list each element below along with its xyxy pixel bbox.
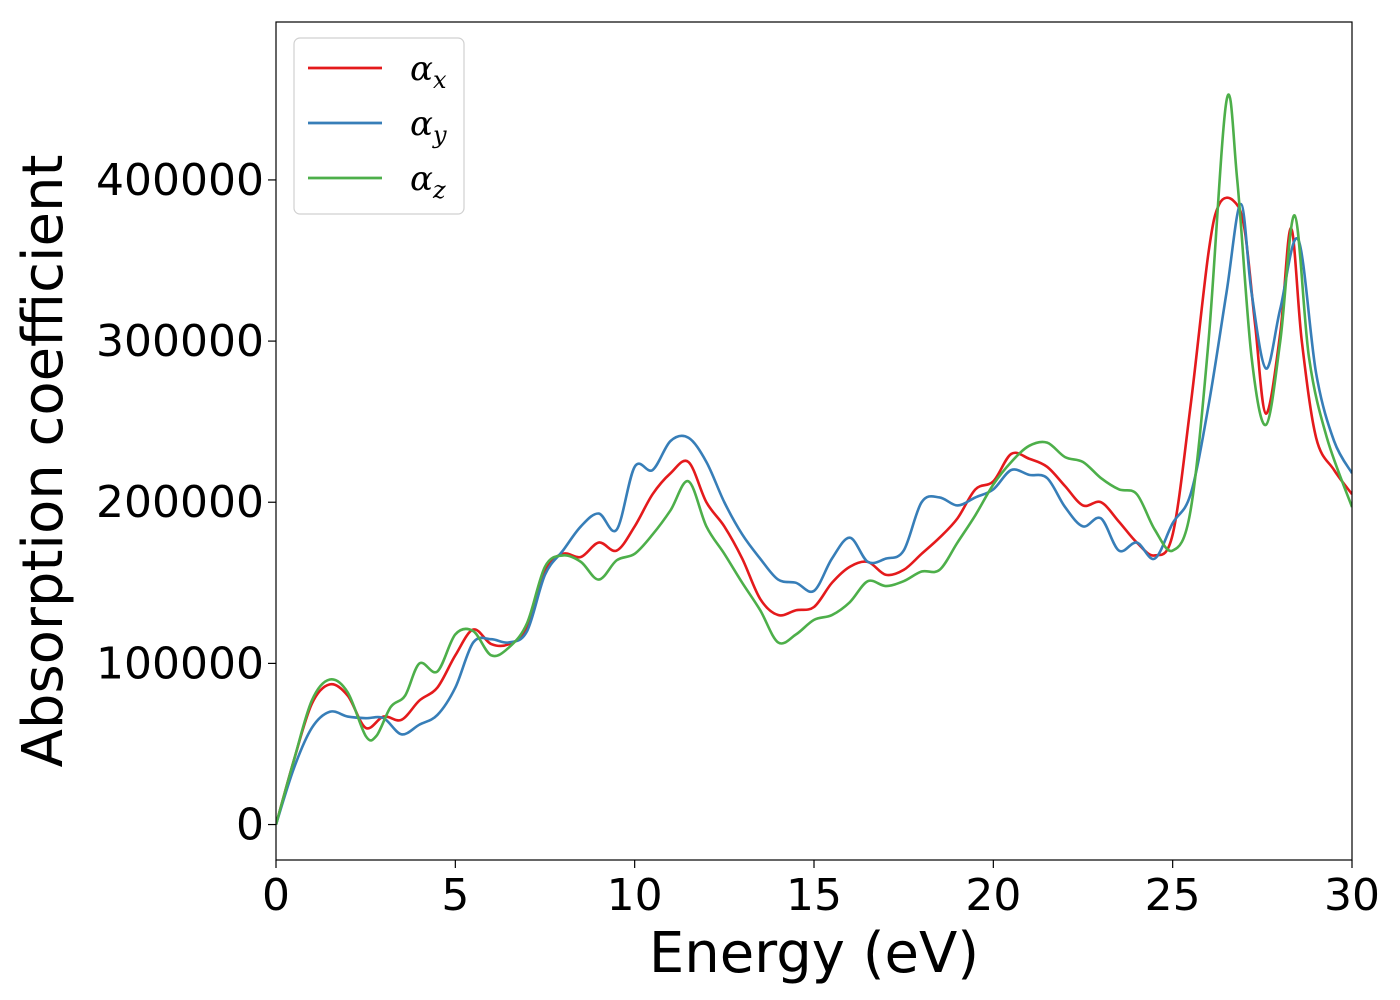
legend-box	[293, 37, 465, 215]
legend: αx αy αz	[293, 37, 465, 215]
y-tick-label: 300000	[96, 316, 264, 367]
y-axis-label: Absorption coefficient	[11, 155, 76, 768]
x-tick-label: 0	[262, 870, 290, 921]
series-layer	[276, 93, 1352, 825]
legend-label: αx	[410, 49, 447, 94]
y-tick-label: 0	[236, 800, 264, 851]
x-axis-label: Energy (eV)	[649, 921, 979, 986]
y-tick-label: 400000	[96, 155, 264, 206]
series-line-z	[276, 93, 1352, 825]
x-tick-label: 30	[1324, 870, 1380, 921]
x-tick-label: 20	[965, 870, 1021, 921]
series-line-y	[276, 202, 1352, 825]
legend-label: αy	[410, 104, 447, 149]
x-tick-label: 10	[607, 870, 663, 921]
y-tick-label: 200000	[96, 477, 264, 528]
x-tick-label: 25	[1145, 870, 1201, 921]
y-axis-ticks: 0 100000 200000 300000 400000	[96, 155, 276, 851]
x-axis-ticks: 0 5 10 15 20 25 30	[262, 860, 1380, 921]
y-tick-label: 100000	[96, 638, 264, 689]
legend-label: αz	[410, 159, 446, 204]
x-tick-label: 15	[786, 870, 842, 921]
x-tick-label: 5	[441, 870, 469, 921]
